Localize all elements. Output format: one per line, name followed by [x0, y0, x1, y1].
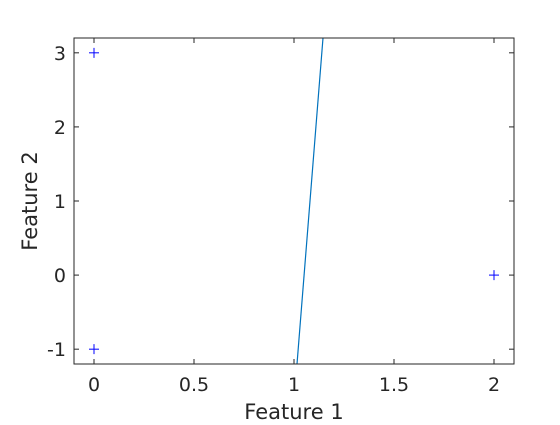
y-axis-label: Feature 2 — [18, 151, 42, 250]
y-tick-label: 1 — [54, 191, 66, 213]
x-tick-label: 0.5 — [179, 374, 209, 396]
data-point — [489, 270, 499, 281]
plot-area — [89, 38, 499, 364]
data-point — [89, 344, 99, 355]
axes: 0 0.5 1 1.5 2 -1 0 1 2 3 — [47, 37, 515, 396]
data-point — [89, 47, 99, 58]
y-tick-label: 2 — [54, 117, 66, 139]
x-tick-label: 1.5 — [379, 374, 409, 396]
x-axis-label: Feature 1 — [244, 400, 343, 420]
y-tick-label: 0 — [54, 265, 66, 287]
decision-boundary-line — [296, 38, 324, 364]
axes-box — [73, 37, 515, 365]
x-tick-label: 0 — [88, 374, 100, 396]
x-tick-label: 1 — [288, 374, 300, 396]
y-tick-label: 3 — [54, 43, 66, 65]
x-tick-label: 2 — [488, 374, 500, 396]
y-tick-label: -1 — [47, 339, 66, 361]
